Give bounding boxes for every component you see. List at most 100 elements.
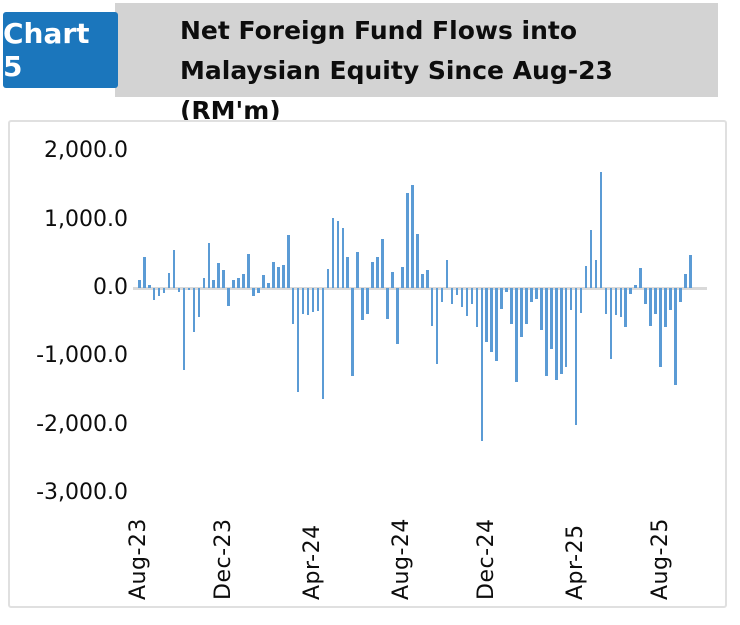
x-axis-tick-label: Apr-24 (300, 524, 325, 600)
bar (237, 277, 240, 288)
bar (559, 288, 563, 374)
bar (530, 288, 533, 303)
bar (351, 288, 355, 376)
bar (147, 284, 151, 288)
bar (599, 171, 603, 288)
bar (510, 288, 513, 324)
bar (589, 230, 593, 288)
bar (187, 288, 191, 290)
x-axis-tick-label: Aug-24 (389, 518, 415, 600)
bar (425, 270, 429, 288)
bar (142, 256, 146, 288)
bar (291, 288, 295, 324)
bar (346, 256, 350, 288)
bar (649, 288, 652, 327)
bar (435, 288, 439, 364)
bar (500, 288, 503, 309)
bar (192, 288, 196, 332)
bar (554, 288, 558, 381)
bar (569, 288, 573, 310)
bar (281, 265, 285, 288)
bar (480, 288, 484, 441)
bar (515, 288, 518, 383)
bar (420, 273, 424, 288)
bar (321, 288, 325, 399)
bar (629, 288, 633, 294)
bar (406, 192, 409, 288)
bar (331, 217, 335, 288)
bar (535, 288, 538, 299)
bar (624, 288, 628, 328)
bar (386, 288, 389, 319)
bar (475, 288, 479, 327)
bar (371, 262, 374, 288)
bar (162, 288, 166, 294)
bar (684, 274, 687, 288)
bar (415, 233, 419, 288)
bar (286, 235, 290, 288)
chart-number-badge: Chart 5 (3, 12, 118, 88)
bar (550, 288, 553, 349)
bar (376, 257, 379, 288)
bar (540, 288, 543, 331)
bar (495, 288, 498, 361)
bar (564, 288, 568, 368)
bar (674, 288, 677, 386)
bar (157, 288, 161, 297)
bar (520, 288, 523, 337)
y-axis-tick-label: 2,000.0 (44, 138, 128, 164)
bar (306, 288, 310, 316)
bar (311, 288, 315, 312)
bar (465, 288, 469, 317)
bar (182, 288, 186, 371)
plot-area: 2,000.0 1,000.0 0.0 -1,000.0 -2,000.0 -3,000.… (10, 122, 725, 606)
bar (644, 288, 647, 304)
bar (276, 266, 280, 288)
bar (391, 272, 394, 288)
bar (207, 242, 211, 288)
bar (341, 228, 345, 288)
y-axis-tick-label: 0.0 (93, 275, 128, 300)
bar (361, 288, 364, 321)
bar (401, 267, 404, 288)
bar (614, 288, 618, 316)
x-axis-tick-label: Dec-23 (210, 518, 236, 600)
bar (430, 288, 434, 326)
bar (579, 288, 583, 314)
bar (247, 253, 250, 288)
bar (485, 288, 489, 343)
bar (326, 268, 330, 288)
bar (366, 288, 369, 314)
bar (267, 282, 270, 288)
y-axis-tick-label: -2,000.0 (36, 411, 128, 437)
bar (411, 185, 414, 288)
bar (167, 272, 171, 288)
bar (609, 288, 613, 360)
bar (336, 220, 340, 288)
chart-panel: 2,000.0 1,000.0 0.0 -1,000.0 -2,000.0 -3,000.… (8, 120, 727, 608)
bar (296, 288, 300, 392)
bar (460, 288, 464, 308)
bar (227, 288, 230, 307)
bar (659, 288, 662, 368)
bar (490, 288, 494, 353)
bar (257, 288, 260, 294)
bar (356, 251, 359, 288)
bar (594, 260, 598, 288)
bar (669, 288, 672, 310)
y-axis-tick-label: -1,000.0 (36, 343, 128, 369)
bar (262, 275, 265, 288)
bar (272, 262, 275, 288)
title-background-strip (115, 3, 718, 97)
bar (202, 277, 206, 288)
chart-header: Chart 5 Net Foreign Fund Flows into Mala… (0, 0, 740, 125)
bar (679, 288, 682, 303)
bar (574, 288, 578, 426)
bar (634, 285, 637, 288)
bar (445, 260, 449, 288)
bar (316, 288, 320, 311)
bar (440, 288, 444, 303)
bar (525, 288, 528, 324)
y-axis-tick-label: -3,000.0 (36, 480, 128, 506)
bar (470, 288, 474, 304)
